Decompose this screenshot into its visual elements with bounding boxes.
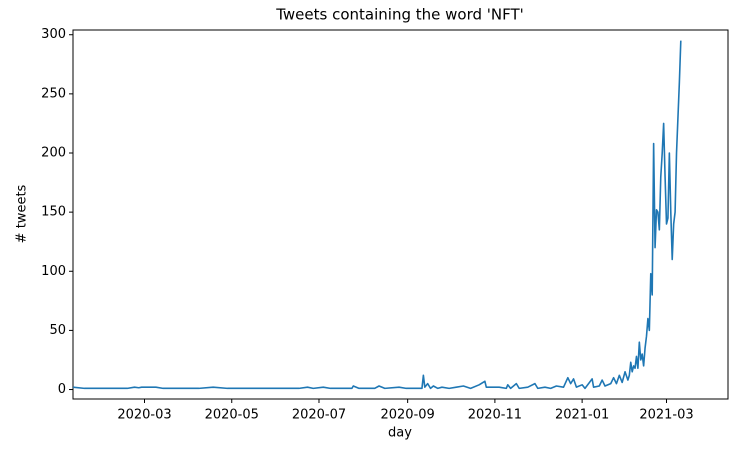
- y-tick-label: 300: [41, 27, 66, 42]
- x-tick-label: 2020-07: [292, 408, 346, 423]
- chart-title: Tweets containing the word 'NFT': [275, 6, 524, 24]
- x-tick-label: 2020-09: [380, 408, 434, 423]
- x-tick-label: 2020-11: [468, 408, 522, 423]
- plot-frame: [72, 29, 729, 400]
- y-tick-label: 100: [41, 264, 66, 279]
- x-tick-label: 2021-01: [555, 408, 609, 423]
- y-tick-label: 200: [41, 146, 66, 161]
- x-axis-label: day: [388, 426, 412, 441]
- y-tick-label: 0: [58, 382, 66, 397]
- y-tick-label: 250: [41, 86, 66, 101]
- y-tick-label: 150: [41, 205, 66, 220]
- y-tick-label: 50: [49, 323, 66, 338]
- data-line: [72, 40, 682, 390]
- x-tick-label: 2021-03: [639, 408, 693, 423]
- x-tick-label: 2020-05: [205, 408, 259, 423]
- y-axis-label: # tweets: [15, 184, 30, 243]
- x-tick-label: 2020-03: [117, 408, 171, 423]
